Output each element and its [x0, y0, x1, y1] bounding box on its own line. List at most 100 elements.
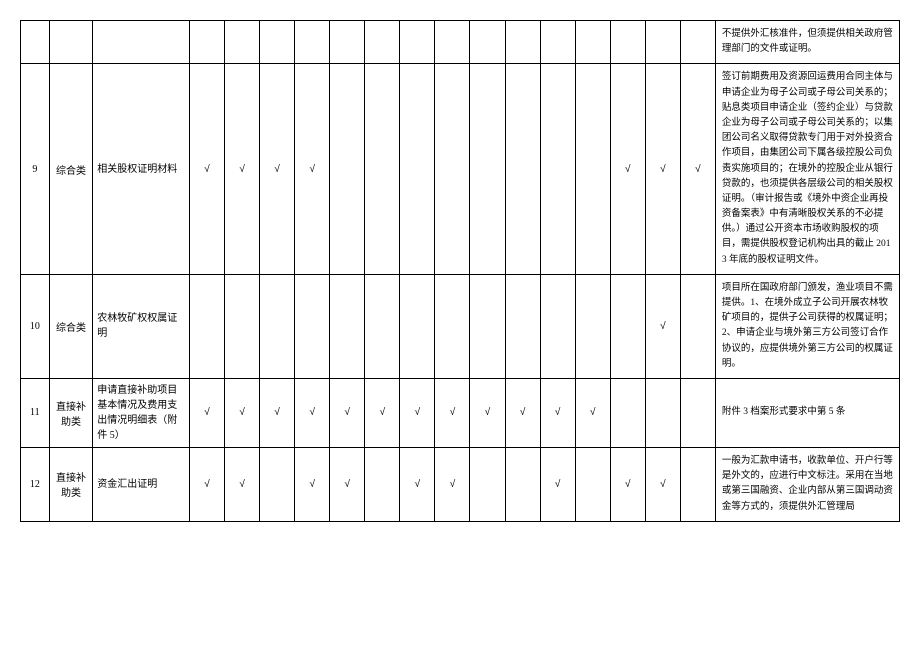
check-cell: √: [645, 447, 680, 521]
check-cell: [575, 21, 610, 64]
check-cell: [400, 274, 435, 378]
check-cell: √: [295, 378, 330, 447]
check-cell: √: [540, 447, 575, 521]
table-row: 10综合类农林牧矿权权属证明√项目所在国政府部门颁发，渔业项目不需提供。1、在境…: [21, 274, 900, 378]
check-cell: √: [225, 447, 260, 521]
check-cell: [365, 447, 400, 521]
check-cell: [540, 274, 575, 378]
row-category: [49, 21, 93, 64]
check-cell: √: [610, 447, 645, 521]
check-cell: [295, 274, 330, 378]
check-cell: [400, 21, 435, 64]
check-cell: [470, 64, 505, 274]
check-cell: [225, 21, 260, 64]
check-cell: [189, 274, 224, 378]
row-number: [21, 21, 50, 64]
check-cell: √: [470, 378, 505, 447]
check-cell: [260, 274, 295, 378]
check-cell: [400, 64, 435, 274]
check-cell: [645, 21, 680, 64]
check-cell: √: [189, 64, 224, 274]
check-cell: [505, 64, 540, 274]
row-note: 一般为汇款申请书，收款单位、开户行等是外文的，应进行中文标注。采用在当地或第三国…: [715, 447, 899, 521]
row-description: 农林牧矿权权属证明: [93, 274, 190, 378]
check-cell: [330, 64, 365, 274]
row-number: 9: [21, 64, 50, 274]
check-cell: [330, 274, 365, 378]
check-cell: [540, 21, 575, 64]
check-cell: [260, 21, 295, 64]
check-cell: √: [435, 447, 470, 521]
check-cell: [435, 21, 470, 64]
check-cell: [540, 64, 575, 274]
check-cell: [575, 447, 610, 521]
check-cell: [435, 274, 470, 378]
check-cell: [680, 274, 715, 378]
check-cell: √: [225, 378, 260, 447]
check-cell: √: [295, 64, 330, 274]
check-cell: [189, 21, 224, 64]
check-cell: √: [295, 447, 330, 521]
table-row: 9综合类相关股权证明材料√√√√√√√签订前期费用及资源回运费用合同主体与申请企…: [21, 64, 900, 274]
check-cell: [645, 378, 680, 447]
check-cell: √: [189, 447, 224, 521]
check-cell: [610, 21, 645, 64]
requirements-table: 不提供外汇核准件，但须提供相关政府管理部门的文件或证明。9综合类相关股权证明材料…: [20, 20, 900, 522]
check-cell: [260, 447, 295, 521]
check-cell: √: [365, 378, 400, 447]
check-cell: √: [260, 378, 295, 447]
check-cell: √: [610, 64, 645, 274]
table-row: 12直接补助类资金汇出证明√√√√√√√√√一般为汇款申请书，收款单位、开户行等…: [21, 447, 900, 521]
check-cell: √: [645, 64, 680, 274]
check-cell: √: [435, 378, 470, 447]
row-note: 项目所在国政府部门颁发，渔业项目不需提供。1、在境外成立子公司开展农林牧矿项目的…: [715, 274, 899, 378]
check-cell: √: [645, 274, 680, 378]
check-cell: [470, 447, 505, 521]
check-cell: √: [400, 378, 435, 447]
check-cell: [365, 274, 400, 378]
row-note: 不提供外汇核准件，但须提供相关政府管理部门的文件或证明。: [715, 21, 899, 64]
check-cell: [470, 274, 505, 378]
row-number: 11: [21, 378, 50, 447]
check-cell: √: [575, 378, 610, 447]
check-cell: [505, 274, 540, 378]
row-description: [93, 21, 190, 64]
row-category: 综合类: [49, 274, 93, 378]
check-cell: √: [505, 378, 540, 447]
table-row: 11直接补助类申请直接补助项目基本情况及费用支出情况明细表（附件 5）√√√√√…: [21, 378, 900, 447]
check-cell: √: [330, 447, 365, 521]
row-note: 附件 3 档案形式要求中第 5 条: [715, 378, 899, 447]
check-cell: [470, 21, 505, 64]
check-cell: [365, 21, 400, 64]
check-cell: [610, 378, 645, 447]
check-cell: [680, 447, 715, 521]
row-description: 资金汇出证明: [93, 447, 190, 521]
check-cell: √: [330, 378, 365, 447]
row-category: 直接补助类: [49, 447, 93, 521]
check-cell: [505, 447, 540, 521]
table-row: 不提供外汇核准件，但须提供相关政府管理部门的文件或证明。: [21, 21, 900, 64]
check-cell: [435, 64, 470, 274]
check-cell: √: [225, 64, 260, 274]
check-cell: [575, 64, 610, 274]
check-cell: √: [680, 64, 715, 274]
check-cell: [575, 274, 610, 378]
row-category: 直接补助类: [49, 378, 93, 447]
check-cell: [505, 21, 540, 64]
check-cell: [680, 21, 715, 64]
check-cell: [295, 21, 330, 64]
check-cell: [225, 274, 260, 378]
check-cell: √: [400, 447, 435, 521]
row-category: 综合类: [49, 64, 93, 274]
row-description: 相关股权证明材料: [93, 64, 190, 274]
row-number: 12: [21, 447, 50, 521]
check-cell: [680, 378, 715, 447]
check-cell: [365, 64, 400, 274]
row-description: 申请直接补助项目基本情况及费用支出情况明细表（附件 5）: [93, 378, 190, 447]
check-cell: [610, 274, 645, 378]
check-cell: √: [260, 64, 295, 274]
check-cell: [330, 21, 365, 64]
check-cell: √: [540, 378, 575, 447]
check-cell: √: [189, 378, 224, 447]
row-note: 签订前期费用及资源回运费用合同主体与申请企业为母子公司或子母公司关系的；贴息类项…: [715, 64, 899, 274]
